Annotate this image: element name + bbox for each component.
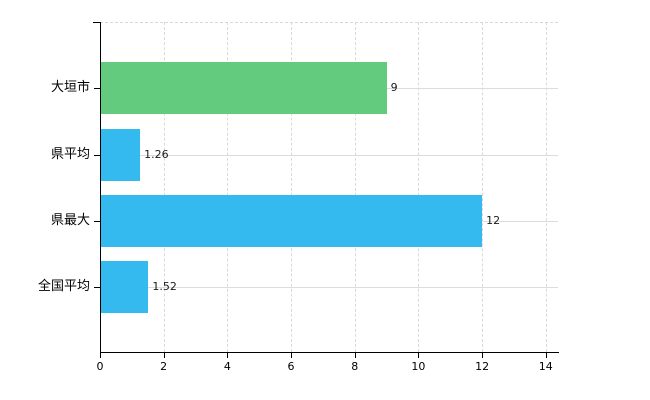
vertical-gridline (163, 22, 165, 352)
bar-value-label: 1.52 (152, 280, 177, 293)
x-axis-tick-label: 10 (411, 360, 426, 373)
y-axis-tick (94, 155, 100, 156)
x-axis-tick (291, 352, 293, 358)
category-gridline (100, 287, 558, 288)
category-label: 全国平均 (37, 279, 90, 294)
bar-value-label: 9 (390, 81, 398, 94)
x-axis-tick (482, 352, 484, 358)
y-axis-tick (94, 287, 100, 288)
y-axis-tick (94, 221, 100, 222)
x-axis-tick-label: 14 (538, 360, 553, 373)
x-axis-tick-label: 8 (351, 360, 359, 373)
x-axis-line (100, 352, 559, 353)
vertical-gridline (227, 22, 229, 352)
x-axis-tick (418, 352, 420, 358)
category-label: 大垣市 (50, 80, 90, 95)
bar-1[interactable] (100, 129, 141, 181)
x-axis-tick (354, 352, 356, 358)
category-label: 県最大 (50, 213, 90, 228)
x-axis-tick-label: 12 (475, 360, 490, 373)
x-axis-tick (100, 352, 101, 358)
bar-2[interactable] (100, 195, 483, 247)
vertical-gridline (354, 22, 356, 352)
vertical-gridline (482, 22, 484, 352)
category-label: 県平均 (50, 147, 90, 162)
bar-3[interactable] (100, 261, 149, 313)
category-gridline (100, 155, 558, 156)
x-axis-tick (545, 352, 547, 358)
bar-value-label: 12 (486, 214, 501, 227)
vertical-gridline (545, 22, 547, 352)
x-axis-tick-label: 6 (287, 360, 295, 373)
x-axis-tick (163, 352, 165, 358)
x-axis-tick-label: 0 (96, 360, 104, 373)
plot-top-gridline (100, 22, 558, 23)
y-axis-line (100, 22, 101, 353)
x-axis-tick-label: 4 (223, 360, 231, 373)
x-axis-tick (227, 352, 229, 358)
bar-value-label: 1.26 (144, 148, 169, 161)
y-axis-tick (94, 88, 100, 89)
x-axis-tick-label: 2 (160, 360, 168, 373)
bar-0[interactable] (100, 62, 387, 114)
y-axis-top-tick (93, 22, 100, 23)
vertical-gridline (418, 22, 420, 352)
vertical-gridline (291, 22, 293, 352)
